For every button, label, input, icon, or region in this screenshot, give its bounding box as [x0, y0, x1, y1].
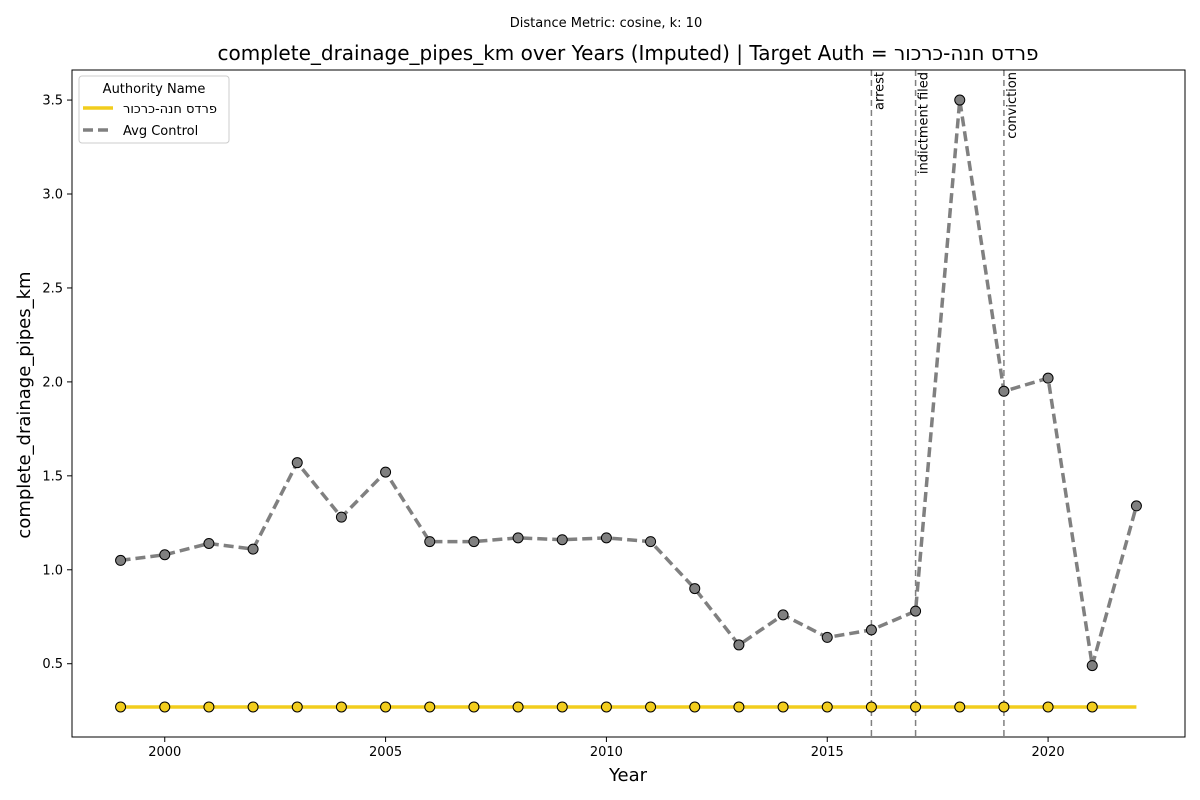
data-point-series-0 [954, 701, 966, 713]
data-point-series-1 [821, 631, 833, 643]
data-point-series-0 [380, 701, 392, 713]
axes-frame [71, 69, 1186, 738]
legend: Authority Name פרדס חנה-כרכור Avg Contro… [78, 75, 230, 144]
x-axis-label: Year [608, 765, 648, 786]
data-point-series-1 [777, 609, 789, 621]
data-point-series-0 [203, 701, 215, 713]
data-point-series-1 [424, 536, 436, 548]
y-tick-label: 1.0 [42, 563, 63, 578]
y-axis-ticks: 0.5 1.0 1.5 2.0 2.5 3.0 3.5 [42, 94, 72, 672]
legend-label-target: פרדס חנה-כרכור [123, 102, 217, 117]
data-point-series-0 [424, 701, 436, 713]
data-point-series-0 [468, 701, 480, 713]
data-point-series-1 [954, 94, 966, 106]
data-point-series-0 [865, 701, 877, 713]
y-axis-label: complete_drainage_pipes_km [14, 271, 35, 538]
event-label-conviction: conviction [1005, 72, 1020, 139]
data-point-series-0 [821, 701, 833, 713]
y-tick-label: 3.0 [42, 188, 63, 203]
y-tick-label: 2.5 [42, 281, 63, 296]
legend-label-avg-control: Avg Control [123, 124, 198, 139]
data-point-series-1 [380, 466, 392, 478]
data-point-series-1 [645, 536, 657, 548]
data-point-series-0 [645, 701, 657, 713]
legend-frame [78, 75, 230, 144]
data-point-series-1 [512, 532, 524, 544]
chart-title: complete_drainage_pipes_km over Years (I… [217, 41, 1038, 65]
data-point-series-0 [335, 701, 347, 713]
series-line-1 [120, 98, 1139, 668]
data-point-series-0 [733, 701, 745, 713]
data-point-series-1 [556, 534, 568, 546]
data-point-series-1 [203, 537, 215, 549]
data-point-series-0 [291, 701, 303, 713]
data-point-series-0 [1086, 701, 1098, 713]
x-tick-label: 2020 [1032, 745, 1065, 760]
data-point-series-1 [335, 511, 347, 523]
data-point-series-0 [159, 701, 171, 713]
legend-title: Authority Name [103, 82, 206, 97]
data-point-series-1 [733, 639, 745, 651]
x-tick-label: 2000 [148, 745, 181, 760]
plot-area: arrest indictment filed conviction [115, 70, 1142, 737]
data-point-series-0 [689, 701, 701, 713]
data-point-series-0 [512, 701, 524, 713]
event-label-arrest: arrest [872, 72, 887, 110]
data-point-series-1 [115, 554, 127, 566]
data-point-series-0 [247, 701, 259, 713]
data-point-series-1 [291, 457, 303, 469]
data-point-series-0 [115, 701, 127, 713]
x-axis-ticks: 2000 2005 2010 2015 2020 [148, 737, 1065, 760]
y-tick-label: 2.0 [42, 375, 63, 390]
data-point-series-1 [689, 583, 701, 595]
chart-suptitle: Distance Metric: cosine, k: 10 [510, 16, 702, 31]
data-point-series-1 [1086, 660, 1098, 672]
data-point-series-1 [159, 549, 171, 561]
x-tick-label: 2005 [369, 745, 402, 760]
data-point-series-0 [998, 701, 1010, 713]
y-tick-label: 3.5 [42, 94, 63, 109]
data-point-series-0 [910, 701, 922, 713]
data-point-series-1 [865, 624, 877, 636]
data-point-series-1 [600, 532, 612, 544]
data-point-series-1 [1130, 500, 1142, 512]
event-label-indictment-filed: indictment filed [917, 72, 932, 174]
y-tick-label: 1.5 [42, 469, 63, 484]
data-point-series-1 [1042, 372, 1054, 384]
data-point-series-0 [600, 701, 612, 713]
x-tick-label: 2015 [811, 745, 844, 760]
data-point-series-0 [556, 701, 568, 713]
data-point-series-1 [998, 385, 1010, 397]
data-point-series-1 [247, 543, 259, 555]
y-tick-label: 0.5 [42, 657, 63, 672]
data-point-series-1 [468, 536, 480, 548]
data-point-series-0 [777, 701, 789, 713]
data-point-series-1 [910, 605, 922, 617]
x-tick-label: 2010 [590, 745, 623, 760]
data-point-series-0 [1042, 701, 1054, 713]
